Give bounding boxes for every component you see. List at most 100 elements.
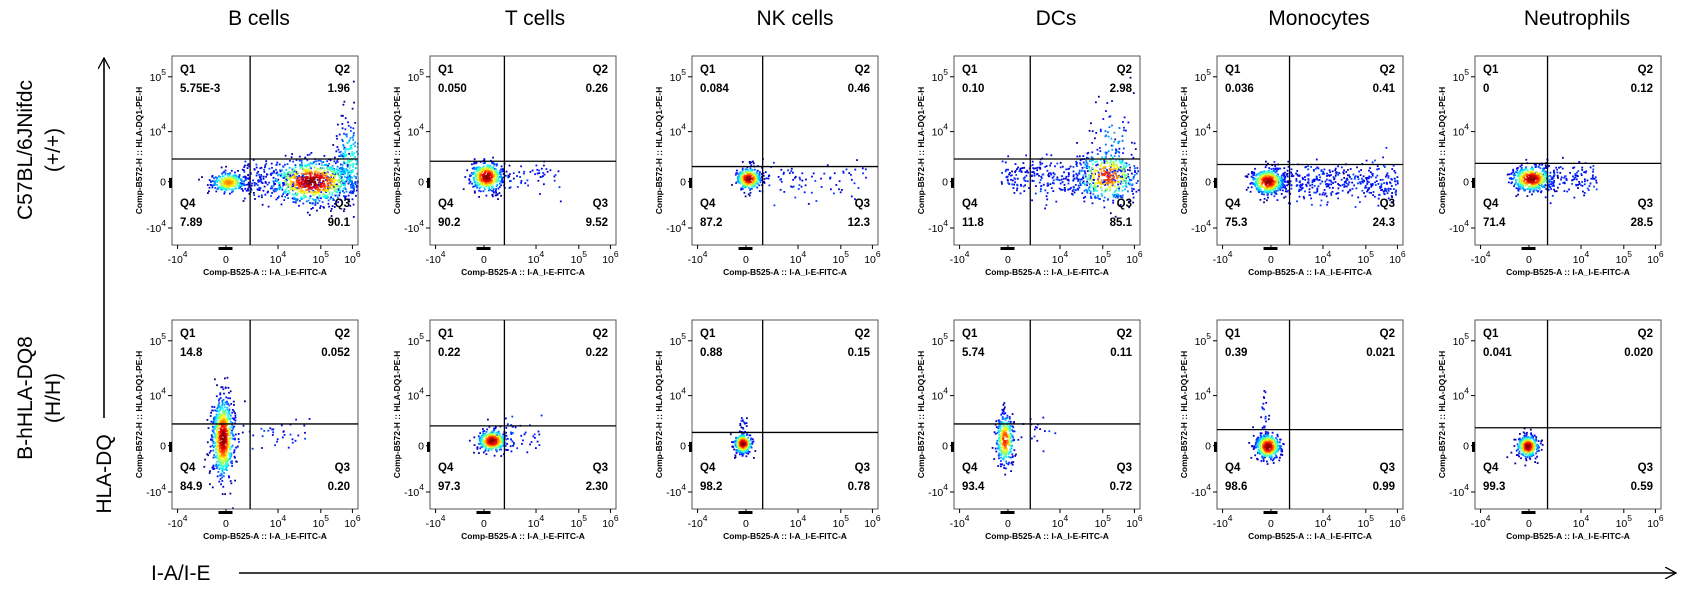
event-dot (1125, 183, 1127, 185)
event-dot (1108, 115, 1111, 118)
event-dot (301, 175, 304, 178)
event-dot (222, 175, 225, 178)
event-dot (348, 200, 351, 203)
event-dot (1089, 170, 1091, 173)
event-dot (348, 152, 350, 155)
event-dot (235, 187, 238, 190)
column-title: Neutrophils (1524, 7, 1630, 30)
event-dot (1042, 183, 1045, 186)
event-dot (1295, 180, 1298, 182)
event-dot (263, 171, 266, 173)
tick-label: 105 (932, 67, 949, 84)
event-dot (223, 392, 225, 395)
event-dot (1111, 124, 1113, 127)
event-dot (492, 162, 494, 165)
event-dot (1134, 169, 1136, 172)
event-dot (1366, 190, 1368, 193)
event-dot (221, 386, 224, 388)
event-dot (1264, 188, 1266, 190)
event-dot (754, 172, 757, 175)
event-dot (1593, 185, 1595, 188)
event-dot (1249, 182, 1252, 185)
event-dot (1259, 187, 1262, 190)
event-dot (314, 202, 317, 204)
event-dot (293, 183, 296, 185)
event-dot (1552, 177, 1555, 180)
event-dot (741, 167, 744, 170)
event-dot (483, 158, 486, 160)
event-dot (228, 412, 231, 415)
event-dot (1272, 175, 1275, 177)
event-dot (1287, 160, 1290, 163)
event-dot (1347, 183, 1350, 185)
event-dot (1577, 175, 1579, 178)
event-dot (1381, 178, 1384, 181)
event-dot (1277, 179, 1280, 182)
event-dot (1267, 162, 1269, 165)
event-dot (219, 176, 222, 178)
event-dot (1264, 166, 1267, 169)
event-dot (473, 168, 476, 170)
event-dot (1330, 192, 1332, 195)
event-dot (1136, 172, 1138, 175)
event-dot (558, 186, 561, 188)
event-dot (1089, 190, 1092, 193)
event-dot (1578, 181, 1580, 183)
event-dot (1319, 204, 1322, 207)
event-dot (333, 179, 336, 182)
event-dot (1593, 178, 1596, 180)
event-dot (1357, 196, 1360, 199)
event-dot (526, 179, 529, 182)
event-dot (1369, 171, 1372, 174)
event-dot (476, 182, 479, 184)
event-dot (1319, 182, 1322, 185)
event-dot (1336, 171, 1339, 174)
event-dot (1114, 173, 1117, 176)
quadrant-value: 0.050 (438, 83, 467, 95)
event-dot (477, 168, 480, 170)
event-dot (1026, 169, 1029, 172)
event-dot (1058, 187, 1061, 190)
event-dot (288, 190, 290, 192)
event-dot (1325, 185, 1328, 188)
event-dot (501, 176, 503, 179)
event-dot (1550, 176, 1553, 179)
tick-label: -104 (1191, 218, 1211, 235)
event-dot (1564, 175, 1567, 178)
event-dot (301, 164, 303, 167)
tick-exponent: 5 (582, 249, 587, 259)
event-dot (332, 144, 335, 146)
event-dot (292, 201, 295, 203)
event-dot (1549, 178, 1551, 181)
event-dot (1038, 181, 1041, 184)
event-dot (231, 429, 233, 432)
event-dot (333, 176, 336, 178)
event-dot (499, 180, 502, 183)
event-dot (244, 164, 246, 167)
event-dot (1368, 181, 1370, 183)
event-dot (479, 177, 481, 179)
event-dot (227, 397, 230, 400)
event-dot (338, 186, 341, 189)
event-dot (238, 177, 241, 180)
event-dot (224, 172, 227, 175)
event-dot (1105, 110, 1107, 112)
event-dot (487, 174, 489, 176)
event-dot (1134, 148, 1137, 150)
event-dot (291, 153, 293, 155)
event-dot (1328, 183, 1330, 186)
event-dot (1391, 178, 1393, 181)
event-dot (1273, 180, 1276, 183)
event-dot (1548, 186, 1551, 188)
event-dot (486, 169, 488, 172)
event-dot (1541, 180, 1544, 182)
tick-exponent: 4 (1464, 218, 1469, 228)
event-dot (1512, 169, 1515, 172)
event-dot (305, 189, 307, 192)
plot-x-label: Comp-B525-A :: I-A_I-E-FITC-A (1248, 267, 1372, 277)
event-dot (1092, 187, 1095, 190)
event-dot (1581, 166, 1584, 169)
event-dot (1117, 166, 1120, 169)
event-dot (220, 474, 223, 476)
event-dot (227, 173, 229, 175)
